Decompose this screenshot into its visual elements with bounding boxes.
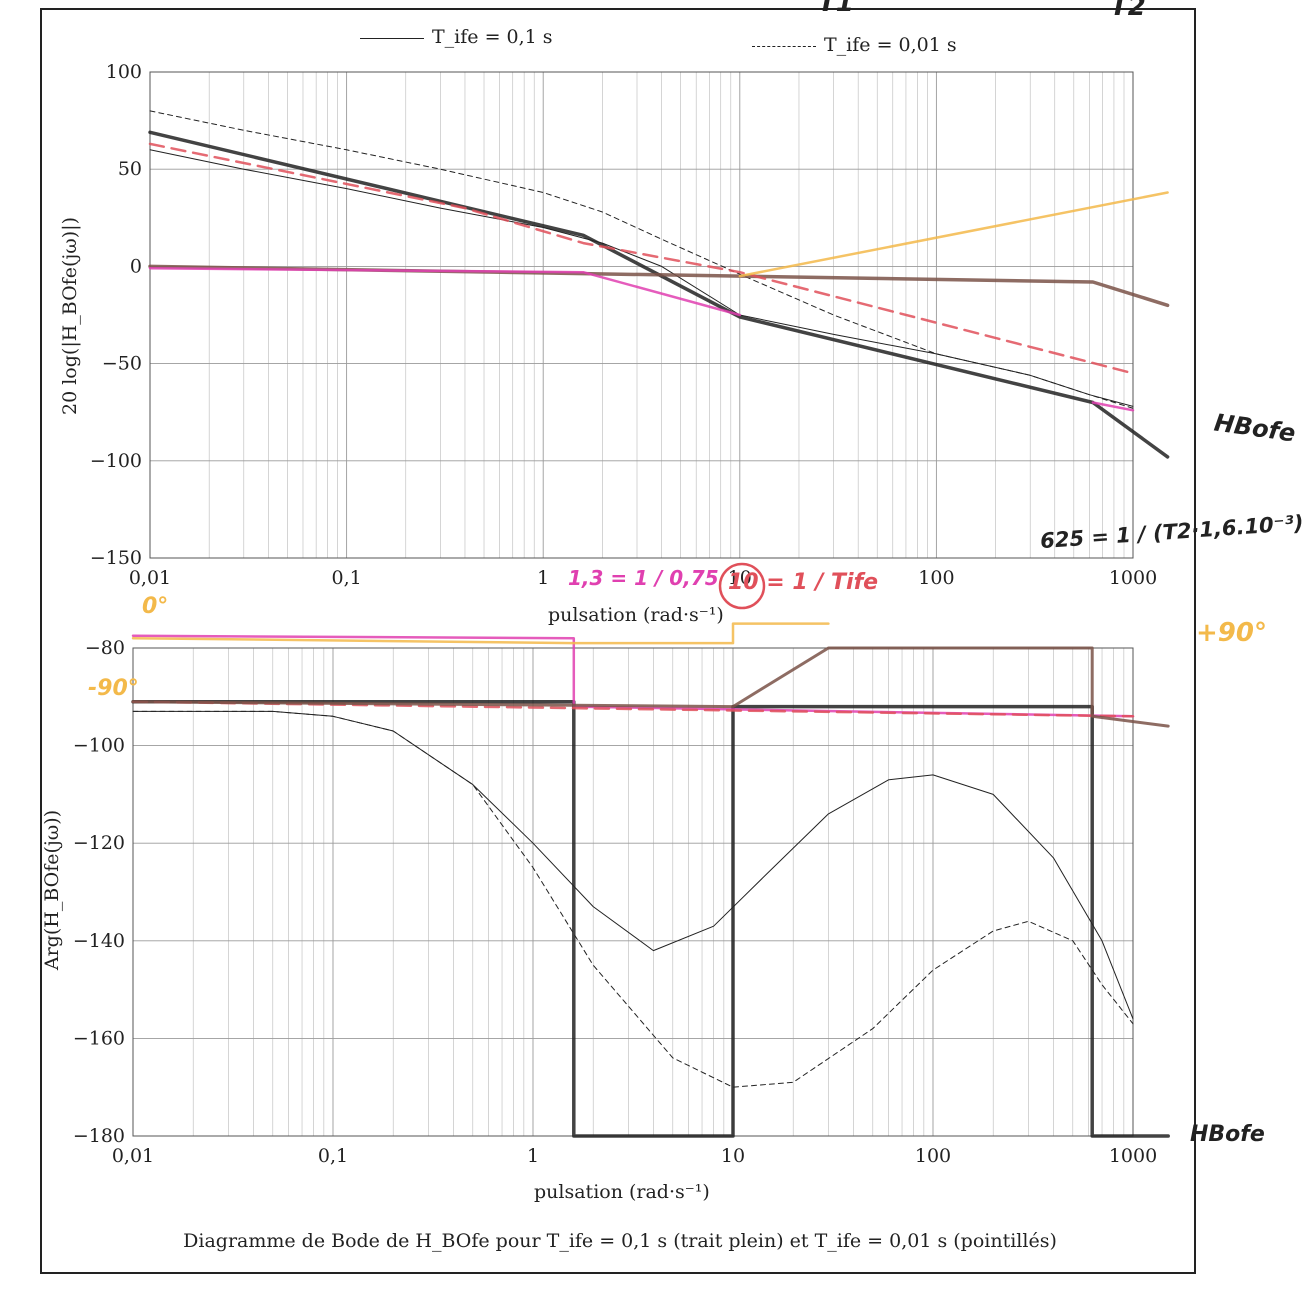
top-xlabel: pulsation (rad·s⁻¹) bbox=[548, 604, 724, 626]
figure-caption: Diagramme de Bode de H_BOfe pour T_ife =… bbox=[183, 1230, 1057, 1252]
phase-series-4 bbox=[131, 622, 830, 645]
x-tick-label: 0,01 bbox=[129, 567, 171, 589]
gain-series-3 bbox=[148, 264, 1170, 308]
bottom-ylabel: Arg(H_BOfe(jω)) bbox=[41, 809, 63, 971]
annotation-minus90: -90° bbox=[88, 676, 139, 701]
x-tick-label: 10 bbox=[721, 1145, 745, 1167]
y-tick-label: −80 bbox=[85, 637, 125, 659]
legend-dashed-label: T_ife = 0,01 s bbox=[824, 34, 957, 56]
phase-series-2 bbox=[131, 699, 1170, 1138]
x-tick-label: 0,01 bbox=[112, 1145, 154, 1167]
annotation-10: 10 = 1 / Tife bbox=[728, 570, 879, 595]
y-tick-label: 100 bbox=[106, 61, 142, 83]
x-tick-label: 0,1 bbox=[331, 567, 361, 589]
y-tick-label: 0 bbox=[130, 255, 142, 277]
x-tick-label: 100 bbox=[918, 567, 954, 589]
gain-series-4 bbox=[148, 267, 742, 317]
gain-series-6 bbox=[148, 142, 1135, 375]
gain-series-7 bbox=[738, 191, 1169, 278]
x-tick-label: 1000 bbox=[1109, 567, 1157, 589]
gain-series-1 bbox=[149, 110, 1134, 409]
legend-dashed: T_ife = 0,01 s bbox=[752, 34, 957, 56]
legend-solid-swatch bbox=[360, 37, 424, 39]
y-tick-label: 50 bbox=[118, 158, 142, 180]
annotation-hbofe-phase: HBofe bbox=[1190, 1122, 1265, 1147]
phase-series-3 bbox=[131, 634, 1135, 718]
y-tick-label: −180 bbox=[73, 1125, 125, 1147]
x-tick-label: 100 bbox=[915, 1145, 951, 1167]
x-tick-label: 1 bbox=[527, 1145, 539, 1167]
y-tick-label: −120 bbox=[73, 832, 125, 854]
legend-dashed-swatch bbox=[752, 45, 816, 47]
y-tick-label: −160 bbox=[73, 1027, 125, 1049]
top-ylabel: 20 log(|H_BOfe(jω)|) bbox=[59, 217, 81, 415]
plot-area-border bbox=[132, 647, 1134, 1137]
phase-series-0 bbox=[132, 710, 1134, 1020]
legend-solid-label: T_ife = 0,1 s bbox=[432, 26, 553, 48]
gain-series-5 bbox=[1091, 401, 1135, 412]
y-tick-label: −140 bbox=[73, 930, 125, 952]
phase-series-1 bbox=[132, 710, 1134, 1088]
annotation-13: 1,3 = 1 / 0,75 bbox=[568, 566, 719, 590]
annotation-circle-10 bbox=[718, 562, 766, 610]
annotation-t1: T1 bbox=[818, 0, 854, 18]
y-tick-label: −100 bbox=[90, 450, 142, 472]
y-tick-label: −150 bbox=[90, 547, 142, 569]
x-tick-label: 0,1 bbox=[318, 1145, 348, 1167]
bottom-xlabel: pulsation (rad·s⁻¹) bbox=[534, 1181, 710, 1203]
phase-series-6 bbox=[131, 646, 1170, 728]
x-tick-label: 10 bbox=[728, 567, 752, 589]
annotation-t2: T2 bbox=[1110, 0, 1146, 22]
annotation-0deg: 0° bbox=[142, 594, 169, 619]
gain-series-0 bbox=[149, 149, 1134, 407]
y-tick-label: −100 bbox=[73, 735, 125, 757]
gain-series-2 bbox=[148, 130, 1170, 459]
x-tick-label: 1 bbox=[537, 567, 549, 589]
legend-solid: T_ife = 0,1 s bbox=[360, 26, 553, 48]
x-tick-label: 1000 bbox=[1109, 1145, 1157, 1167]
plot-area-border bbox=[149, 71, 1134, 559]
y-tick-label: −50 bbox=[102, 353, 142, 375]
annotation-plus90: +90° bbox=[1196, 618, 1267, 648]
